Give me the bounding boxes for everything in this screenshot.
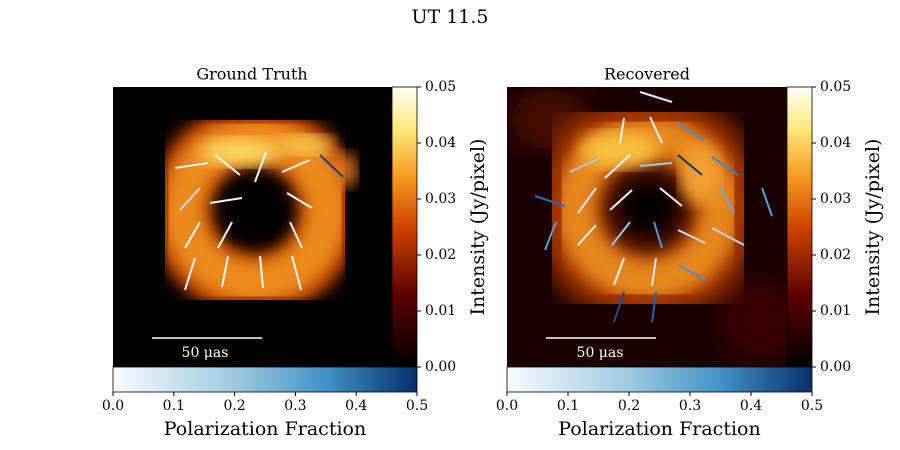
panel-title: Ground Truth [196,65,307,84]
image-recovered [507,87,787,367]
colorbar-tick-label: 0.03 [820,191,851,207]
colorbar-tick-label: 0.02 [425,247,456,263]
colorbar-tick-label: 0.05 [425,79,456,95]
polarization-ticks [534,91,773,323]
image-ground-truth [113,87,392,367]
colorbar-tick-label: 0.2 [618,398,640,414]
colorbar-tick-label: 0.4 [740,398,762,414]
colorbar-tick-label: 0.0 [102,398,124,414]
intensity-colorbar [391,86,418,368]
colorbar-tick-label: 0.02 [820,247,851,263]
colorbar-tick-label: 0.01 [425,303,456,319]
colorbar-tick-label: 0.04 [820,135,851,151]
colorbar-tick-label: 0.3 [679,398,701,414]
colorbar-tick-label: 0.1 [557,398,579,414]
scale-bar-label: 50 μas [182,345,229,361]
intensity-colorbar [786,86,813,368]
scale-bar-label: 50 μas [577,345,624,361]
colorbar-tick-label: 0.5 [406,398,428,414]
colorbar-label: Polarization Fraction [558,418,760,440]
colorbar-tick-label: 0.5 [801,398,823,414]
colorbar-tick-label: 0.0 [496,398,518,414]
colorbar-tick-label: 0.05 [820,79,851,95]
colorbar-tick-label: 0.2 [223,398,245,414]
colorbar-label: Intensity (Jy/pixel) [467,139,489,316]
colorbar-label: Intensity (Jy/pixel) [862,139,884,316]
fraction-colorbar [506,366,813,393]
colorbar-tick-label: 0.03 [425,191,456,207]
colorbar-tick-label: 0.04 [425,135,456,151]
polarization-ticks [174,151,344,291]
colorbar-tick-label: 0.1 [163,398,185,414]
fraction-colorbar [112,366,418,393]
colorbar-tick-label: 0.3 [284,398,306,414]
figure-title: UT 11.5 [411,6,488,28]
colorbar-label: Polarization Fraction [164,418,366,440]
colorbar-tick-label: 0.00 [425,359,456,375]
colorbar-tick-label: 0.00 [820,359,851,375]
colorbar-tick-label: 0.4 [345,398,367,414]
colorbar-tick-label: 0.01 [820,303,851,319]
panel-title: Recovered [604,65,690,84]
